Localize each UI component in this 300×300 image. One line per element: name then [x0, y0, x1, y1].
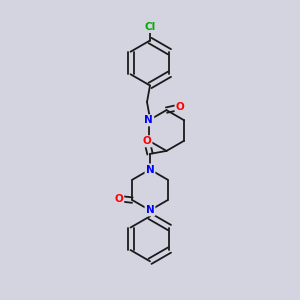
Text: Cl: Cl	[144, 22, 156, 32]
Text: O: O	[115, 194, 123, 204]
Text: O: O	[176, 102, 184, 112]
Text: N: N	[146, 164, 154, 175]
Text: N: N	[146, 205, 154, 215]
Text: N: N	[145, 115, 153, 125]
Text: O: O	[142, 136, 152, 146]
